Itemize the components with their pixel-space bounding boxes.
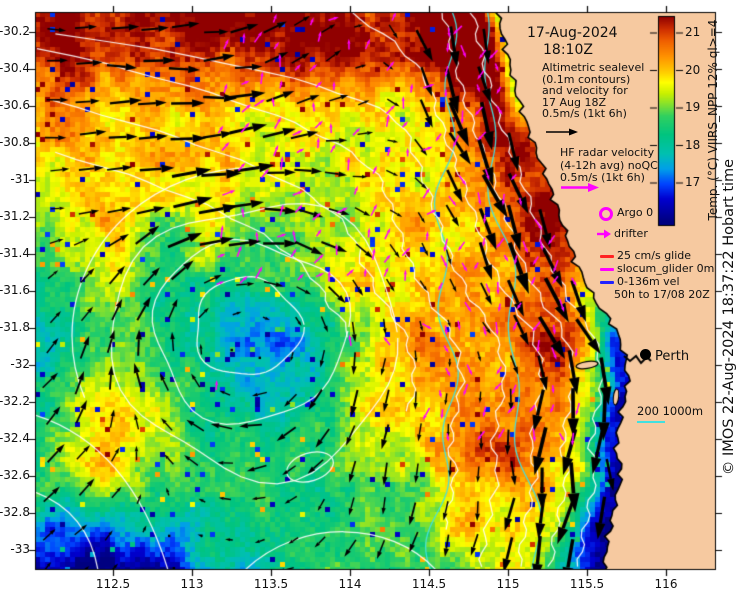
colorbar-title: Temp. (°C) VIIRS_NPP 12% ql>=4: [706, 19, 720, 221]
altimetry-note-line: Altimetric sealevel: [542, 61, 645, 74]
altimetry-note: Altimetric sealevel (0.1m contours) and …: [542, 62, 644, 120]
x-tick-label: 114.5: [411, 577, 447, 591]
glide-label: 25 cm/s glide: [617, 249, 692, 262]
altimetry-note-line: and velocity for: [542, 84, 628, 98]
y-tick-label: -30.6: [0, 98, 30, 112]
date-label: 17-Aug-2024: [527, 25, 618, 41]
vel-window-label: 50h to 17/08 20Z: [614, 288, 710, 301]
altimetry-note-line: 17 Aug 18Z: [542, 95, 607, 109]
x-tick-label: 113.5: [253, 577, 289, 591]
hf-radar-note: HF radar velocity (4-12h avg) noQC 0.5m/…: [560, 146, 658, 185]
slocum-magenta-icon: [600, 268, 614, 271]
x-tick-label: 115.5: [569, 577, 605, 591]
slocum-label: slocum_glider 0m: [617, 262, 715, 275]
time-label: 18:10Z: [543, 42, 593, 58]
y-tick-label: -32.6: [0, 468, 30, 482]
colorbar-tick-label: 17: [685, 175, 701, 189]
hf-radar-note-line: HF radar velocity: [560, 146, 655, 159]
argo-label: Argo 0: [617, 206, 654, 219]
y-tick-label: -31.8: [0, 320, 30, 334]
y-tick-label: -32.8: [0, 505, 30, 519]
colorbar-tick-label: 19: [685, 100, 701, 114]
vel-depth-label: 0-136m vel: [617, 275, 680, 288]
drifter-icon: [597, 229, 611, 239]
x-tick-label: 116: [654, 577, 678, 591]
x-tick-label: 113: [180, 577, 204, 591]
perth-label: Perth: [655, 349, 690, 364]
colorbar-tick-label: 18: [685, 137, 701, 152]
glide-red-icon: [600, 255, 614, 258]
y-tick-label: -30.8: [0, 135, 30, 149]
altimetry-note-line: (0.1m contours): [542, 72, 631, 86]
hf-radar-note-line: 0.5m/s (1kt 6h): [560, 171, 645, 185]
argo-icon: [599, 207, 613, 221]
y-tick-label: -32.4: [0, 431, 30, 445]
isobath-label: 200 1000m: [637, 404, 704, 418]
isobath-line-icon: [637, 421, 665, 423]
y-tick-label: -31.2: [0, 209, 30, 223]
credit-text: © IMOS 22-Aug-2024 18:37:22 Hobart time: [721, 158, 737, 476]
altimetry-note-line: 0.5m/s (1kt 6h): [542, 107, 627, 121]
x-tick-label: 114: [338, 577, 362, 591]
x-tick-label: 112.5: [95, 577, 131, 591]
y-tick-label: -30.4: [0, 61, 30, 75]
velocity-scale-arrow-icon: [546, 128, 578, 136]
y-tick-label: -32: [10, 357, 30, 371]
y-tick-label: -32.2: [0, 394, 30, 408]
colorbar-tick-label: 20: [685, 62, 701, 77]
x-tick-label: 115: [496, 577, 520, 591]
hf-radar-note-line: (4-12h avg) noQC: [560, 158, 658, 172]
perth-marker: [640, 349, 651, 360]
y-tick-label: -31: [10, 172, 30, 186]
vel-blue-icon: [600, 281, 614, 284]
y-tick-label: -31.6: [0, 283, 30, 297]
y-tick-label: -30.2: [0, 24, 30, 38]
drifter-label: drifter: [614, 227, 648, 240]
colorbar-tick-label: 21: [685, 25, 701, 39]
hf-scale-arrow-icon: [561, 183, 599, 192]
y-tick-label: -31.4: [0, 246, 30, 260]
y-tick-label: -33: [10, 542, 30, 556]
